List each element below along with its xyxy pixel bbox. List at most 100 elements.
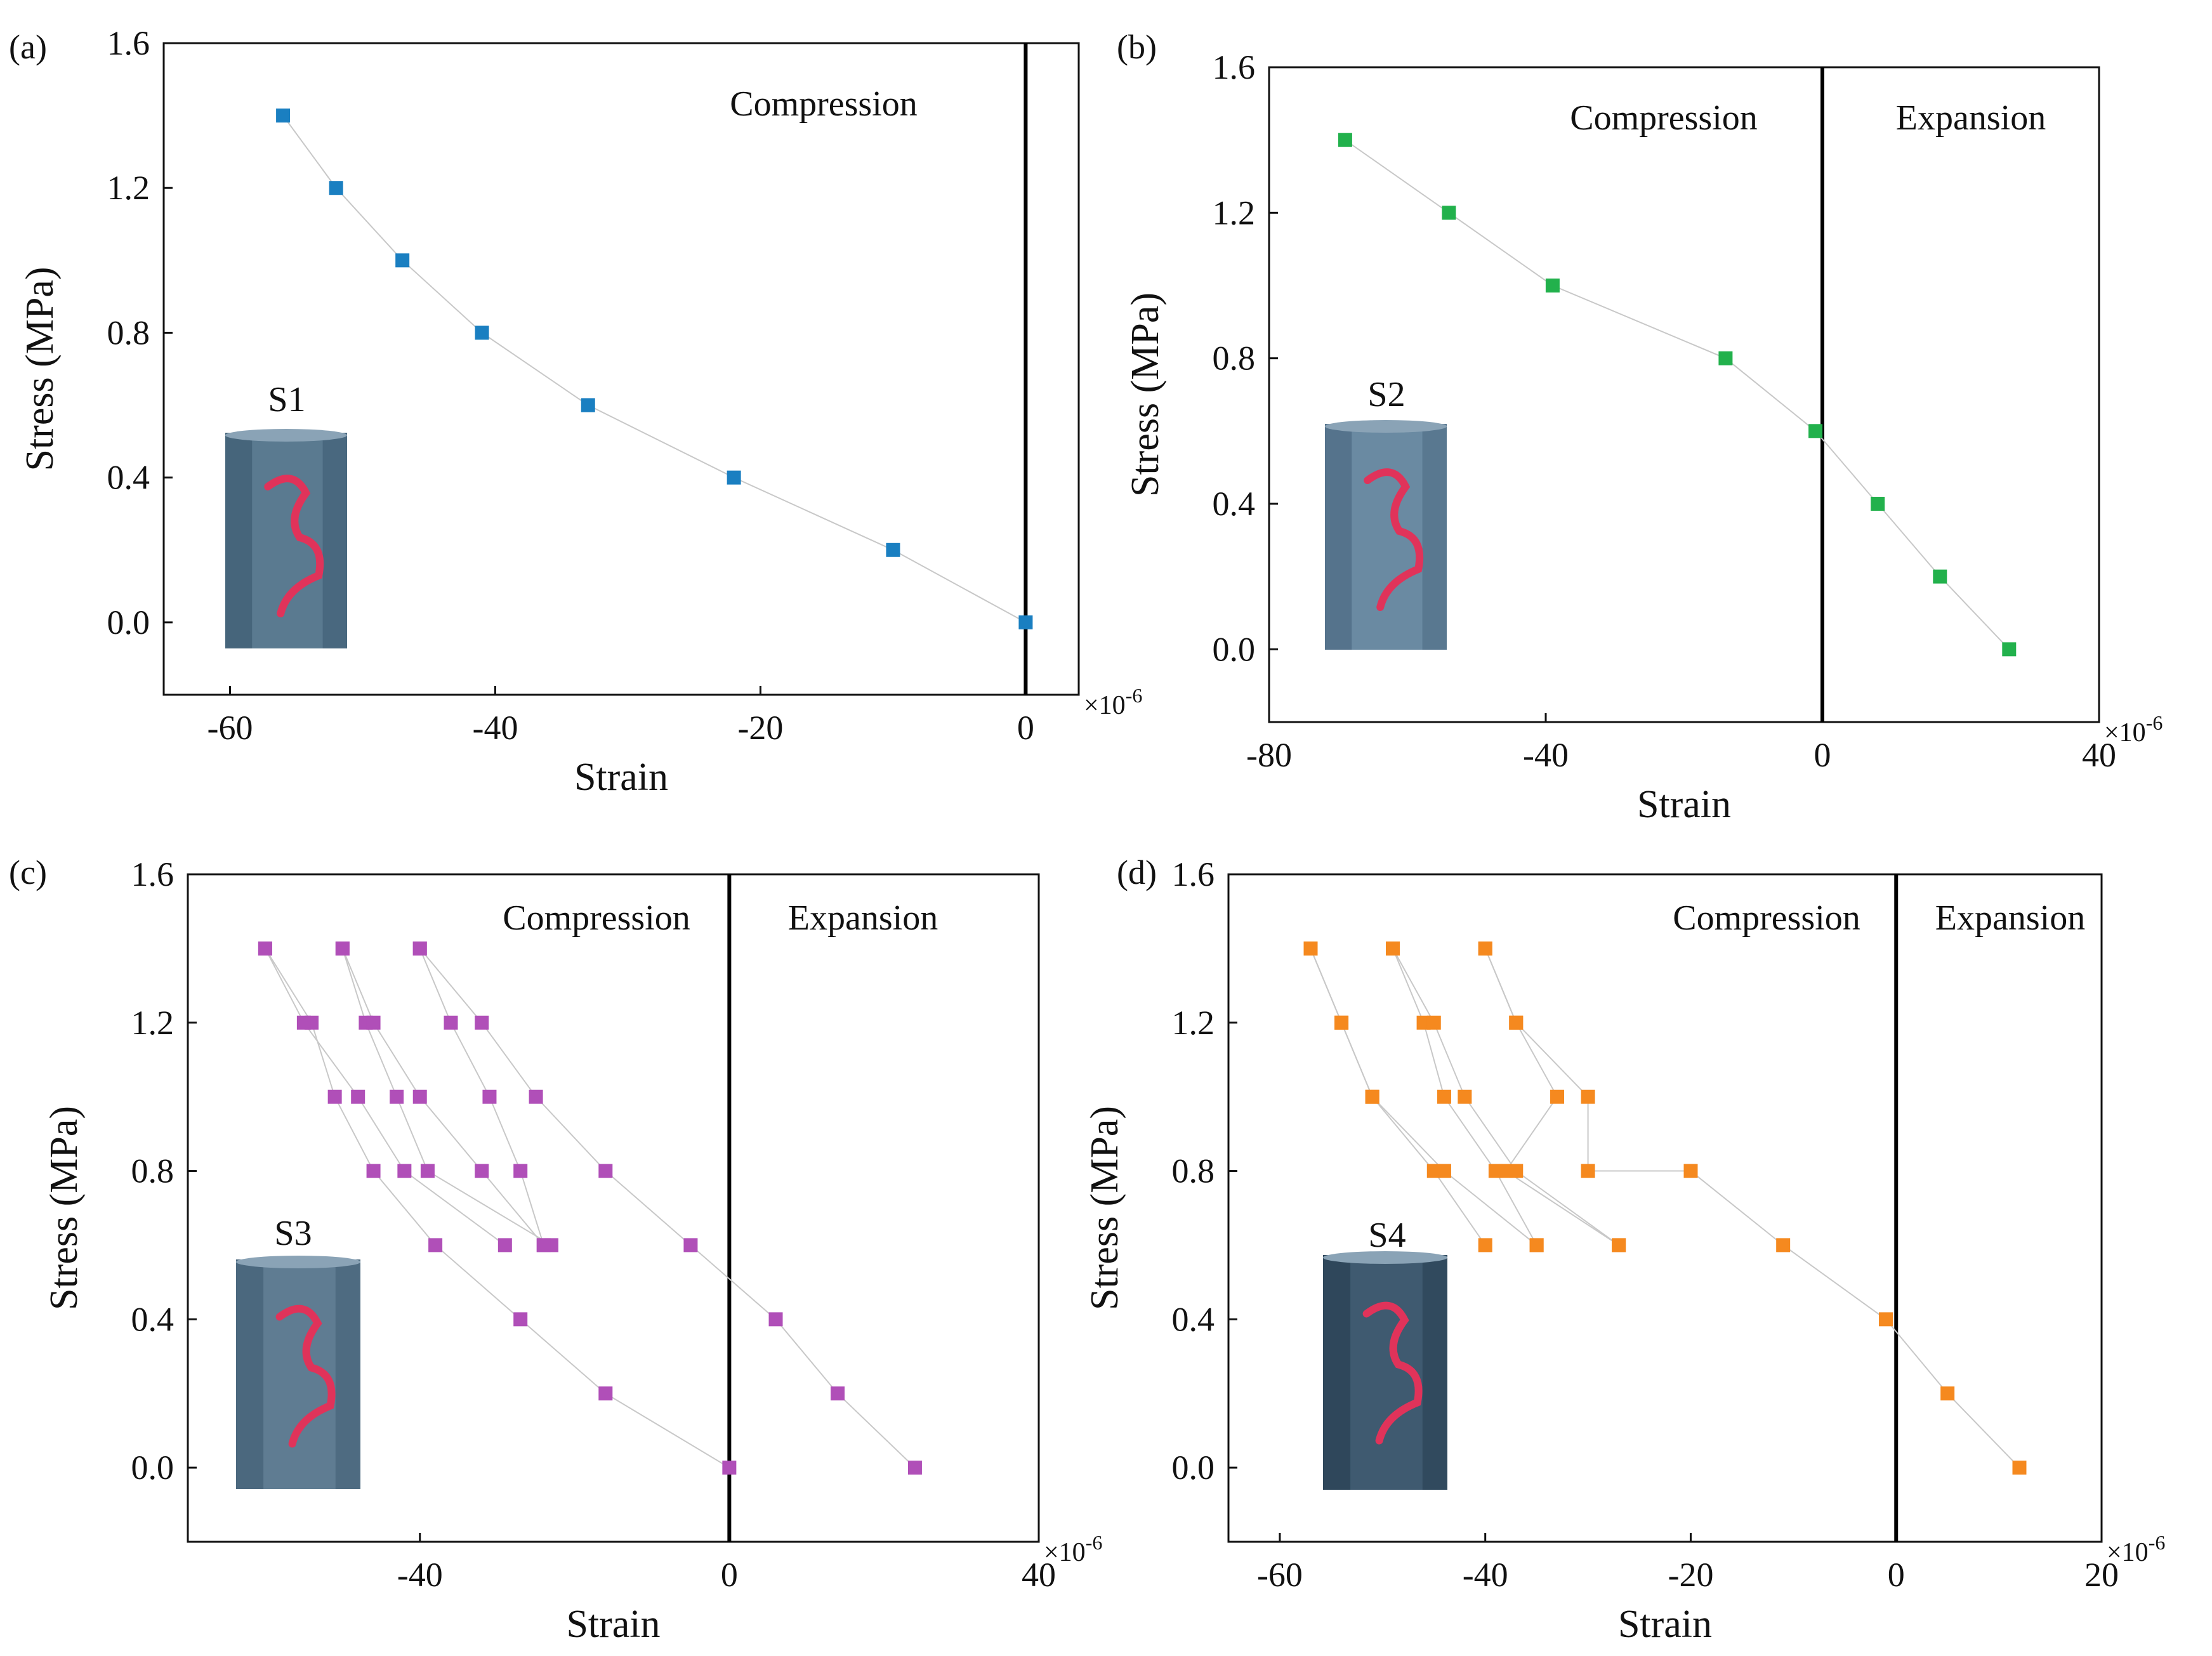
data-point-s2-2	[1437, 1089, 1451, 1104]
data-point-s0-7	[1018, 615, 1033, 629]
x-axis-label: Strain	[1618, 1603, 1712, 1646]
x-multiplier-exponent: -6	[1126, 684, 1143, 707]
data-point-s5-4	[1683, 1164, 1698, 1178]
plot-frame	[187, 873, 1040, 1543]
specimen-shade-right	[322, 433, 347, 648]
series-line-1	[265, 948, 506, 1246]
x-tick-label: 0	[1017, 709, 1034, 747]
y-tick-label: 0.0	[107, 603, 150, 641]
data-point-s1-1	[1334, 1015, 1349, 1030]
data-point-s0-3	[1718, 351, 1733, 365]
data-point-s0-4	[428, 1238, 443, 1252]
series-line-4	[419, 948, 544, 1245]
data-point-s5-5	[1776, 1238, 1791, 1252]
panel-label: (c)	[9, 853, 47, 891]
x-multiplier-exponent: -6	[2146, 711, 2163, 734]
x-tick-label: 0	[1888, 1556, 1905, 1594]
series-line-5	[419, 948, 916, 1468]
data-point-s5-2	[1581, 1089, 1595, 1104]
y-tick-label: 1.2	[1172, 1004, 1215, 1042]
data-point-s5-1	[1509, 1015, 1524, 1030]
specimen-marking	[264, 475, 324, 617]
panel-label: (d)	[1117, 853, 1157, 891]
x-tick-label: 0	[721, 1556, 738, 1594]
sample-label: S2	[1367, 375, 1405, 414]
data-point-s5-7	[907, 1461, 922, 1475]
y-tick-label: 1.6	[1213, 48, 1256, 86]
data-point-s5-3	[1581, 1164, 1595, 1178]
region-label-compression: Compression	[1570, 98, 1758, 138]
data-point-s4-2	[482, 1089, 497, 1104]
data-point-s4-1	[444, 1015, 458, 1030]
series-line-2	[341, 948, 552, 1246]
x-tick-label: -40	[1463, 1556, 1508, 1594]
panel-label: (a)	[9, 28, 47, 66]
x-tick-label: -20	[737, 709, 783, 747]
specimen-shade-right	[1422, 424, 1447, 650]
data-point-s0-1	[329, 181, 343, 195]
y-tick-label: 0.0	[1213, 630, 1256, 668]
x-axis-label: Strain	[1637, 783, 1731, 826]
data-point-s1-4	[497, 1238, 512, 1252]
specimen-shade-right	[335, 1259, 360, 1489]
data-point-s0-1	[1442, 206, 1456, 220]
y-tick-label: 1.2	[1213, 194, 1256, 232]
plot-frame	[162, 42, 1080, 696]
panel-a: 0.0 0.4 0.8 1.2 1.6 -60 -40 -20 0 Strain Stress (M…	[9, 24, 1142, 799]
y-tick-label: 1.6	[1172, 855, 1215, 893]
region-label-compression: Compression	[730, 84, 918, 124]
data-point-s0-4	[581, 398, 595, 412]
x-axis-label: Strain	[574, 756, 668, 799]
y-tick-label: 1.2	[107, 169, 150, 207]
series-line-3	[341, 948, 544, 1246]
y-tick-label: 0.0	[131, 1449, 174, 1487]
x-tick-label: 40	[2082, 736, 2116, 774]
data-point-s0-3	[475, 325, 489, 340]
data-point-s4-4	[536, 1238, 551, 1252]
specimen-photo	[225, 429, 347, 648]
series-line-0	[1345, 139, 2010, 650]
x-tick-label: -40	[397, 1556, 443, 1594]
series-line-5	[1484, 948, 2020, 1468]
specimen-photo	[1323, 1251, 1447, 1490]
data-point-s5-3	[598, 1164, 613, 1178]
x-multiplier-label: ×10-6	[2107, 1531, 2165, 1567]
y-axis-label: Stress (MPa)	[1124, 292, 1167, 497]
data-point-s0-5	[513, 1312, 528, 1327]
data-point-s5-6	[1879, 1312, 1893, 1327]
x-tick-label: -40	[472, 709, 518, 747]
data-point-s3-3	[475, 1164, 489, 1178]
data-point-s3-2	[412, 1089, 427, 1104]
data-point-s5-4	[683, 1238, 698, 1252]
series-line-0	[282, 115, 1026, 623]
sample-label: S1	[268, 380, 305, 419]
region-label-compression: Compression	[503, 898, 690, 938]
data-point-s5-2	[529, 1089, 543, 1104]
data-point-s1-2	[351, 1089, 365, 1104]
y-tick-label: 1.6	[131, 855, 174, 893]
specimen-top	[225, 429, 347, 442]
panel-label: (b)	[1117, 28, 1157, 66]
x-multiplier-base: ×10	[1084, 691, 1126, 720]
specimen-shade-right	[1422, 1255, 1447, 1490]
plot-frame	[1268, 66, 2100, 723]
x-multiplier-exponent: -6	[2149, 1531, 2166, 1554]
specimen-marking	[275, 1304, 336, 1448]
x-tick-label: -40	[1523, 736, 1569, 774]
specimen-marking	[1362, 1301, 1423, 1445]
y-axis-label: Stress (MPa)	[18, 266, 62, 471]
y-tick-label: 0.4	[107, 459, 150, 497]
data-point-s4-2	[1550, 1089, 1565, 1104]
series-line-0	[265, 948, 730, 1468]
data-point-s5-0	[1478, 941, 1492, 956]
x-multiplier-base: ×10	[2104, 718, 2146, 747]
data-point-s1-3	[1437, 1164, 1451, 1178]
y-tick-label: 0.4	[1213, 485, 1256, 523]
data-point-s0-6	[886, 542, 900, 557]
specimen-shade-left	[225, 433, 253, 648]
region-label-expansion: Expansion	[788, 898, 938, 938]
specimen-marking	[1364, 468, 1424, 611]
data-point-s5-7	[1940, 1386, 1955, 1401]
x-multiplier-exponent: -6	[1086, 1531, 1103, 1554]
specimen-shade-left	[1325, 424, 1352, 650]
